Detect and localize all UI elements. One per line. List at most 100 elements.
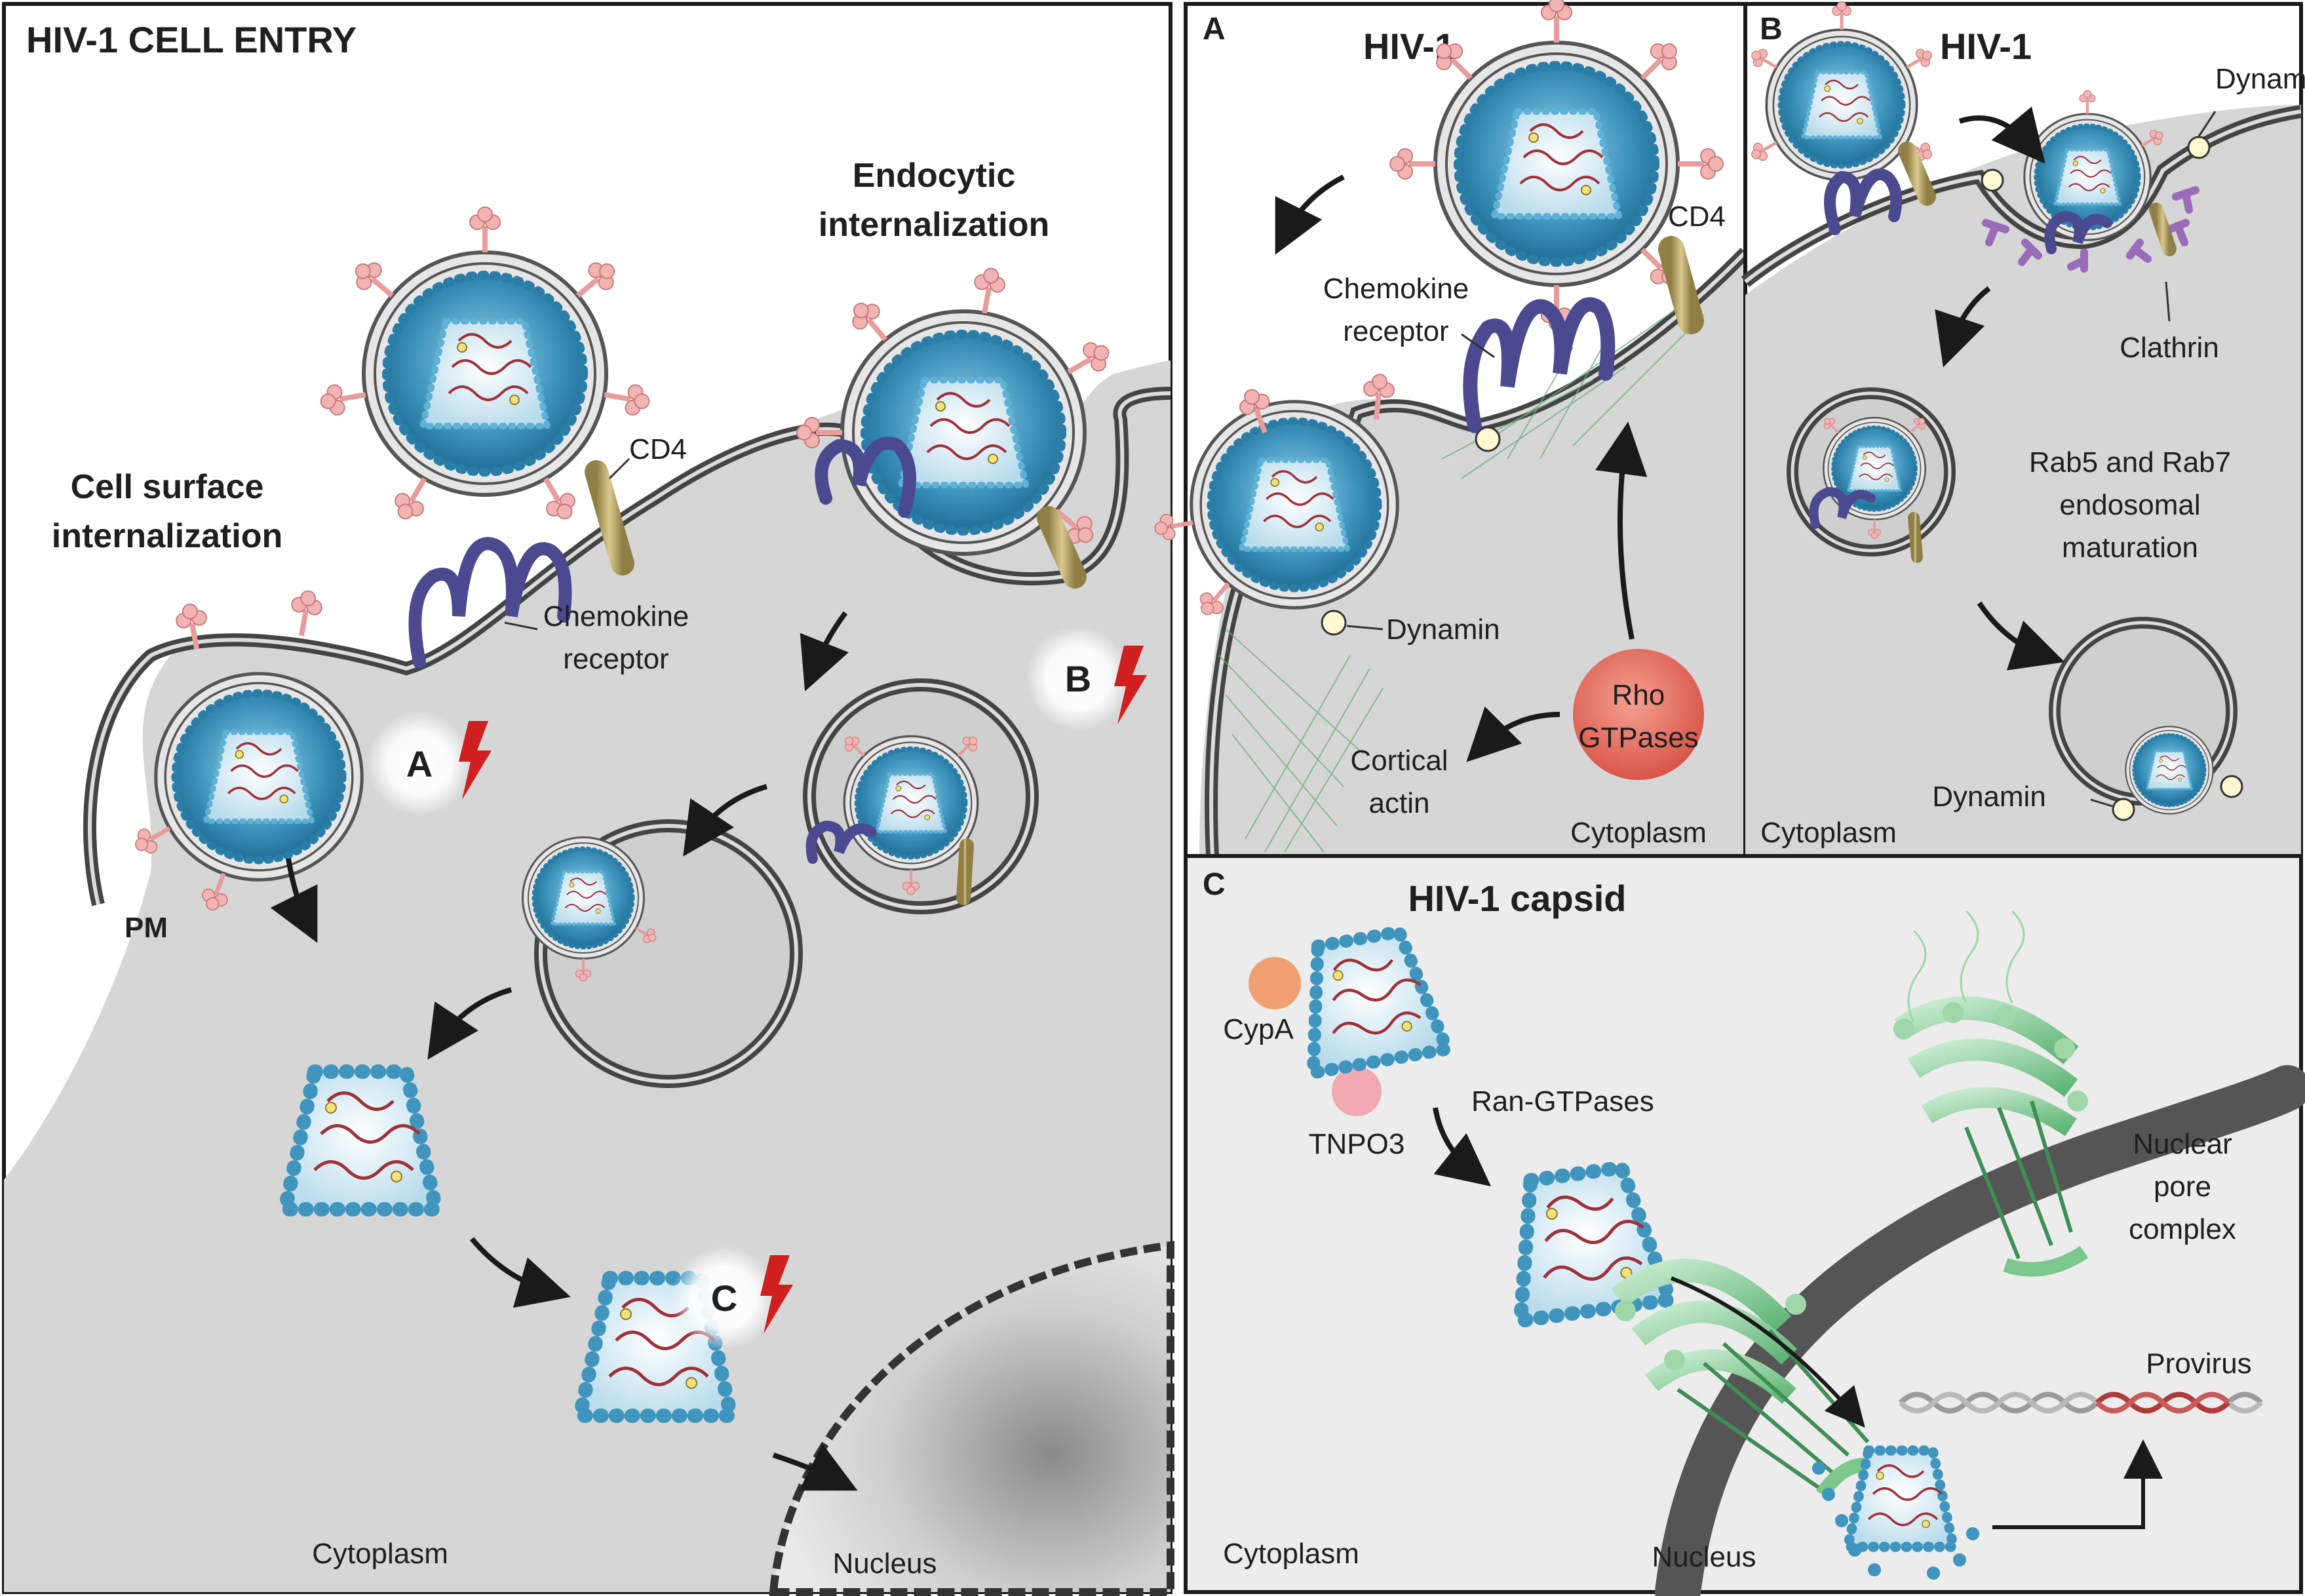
main-capsid-1: [285, 1072, 436, 1209]
main-marker-c: C: [672, 1245, 793, 1350]
main-title: HIV-1 CELL ENTRY: [26, 19, 357, 60]
main-endocytic-cd4: [1037, 506, 1087, 589]
panel-a-dynamin-label: Dynamin: [1386, 613, 1500, 646]
endocytic-label-line1: Endocytic: [853, 157, 1016, 195]
main-arrow-5: [683, 784, 768, 857]
main-cd4-rod: [585, 460, 634, 575]
panel-b-rab-label-line2: endosomal: [2059, 489, 2200, 521]
panel-a-chemokine-leader: [1461, 333, 1495, 359]
panel-a-chemokine-label-line2: receptor: [1343, 315, 1448, 347]
panel-c-dna: [1899, 1392, 2263, 1414]
panel-c-capsid-fragments: [1812, 1462, 1979, 1580]
panel-a-dynamin-dot: [1321, 610, 1347, 636]
main-arrow-6: [427, 987, 513, 1060]
panel-a-cortical-label-line1: Cortical: [1350, 745, 1448, 777]
panel-c-arrow-ran: [1433, 1107, 1491, 1186]
main-arrow-4: [800, 611, 849, 691]
panel-a-letter: A: [1203, 12, 1226, 47]
panel-a-cd4-rod: [1658, 236, 1704, 334]
main-chemokine-receptor: [408, 537, 572, 669]
panel-a-chemokine-receptor: [1463, 297, 1616, 433]
panel-b-dynamin-top-leader: [2198, 111, 2217, 137]
svg-text:GTPases: GTPases: [1578, 722, 1698, 754]
panel-c-ran-label: Ran-GTPases: [1471, 1085, 1654, 1118]
panel-b-clathrin: [1982, 186, 2199, 273]
panel-c-provirus-label: Provirus: [2146, 1348, 2251, 1380]
panel-c-nucleus-label: Nucleus: [1652, 1541, 1756, 1573]
panel-a-cortical-actin: [1218, 307, 1705, 853]
main-nucleus-label: Nucleus: [833, 1547, 937, 1580]
panel-b-arrow-1: [1958, 106, 2045, 164]
main-chemokine-label-line2: receptor: [563, 643, 668, 675]
panel-a-arrow-up: [1595, 421, 1648, 640]
panel-c-title: HIV-1 capsid: [1408, 878, 1626, 919]
cell-surface-label-line1: Cell surface: [71, 468, 264, 506]
main-panel: HIV-1 CELL ENTRY Cell surface internaliz…: [2, 2, 1174, 1596]
panel-b-receptor-pit: [2044, 210, 2112, 254]
main-arrow-3: [772, 1443, 858, 1491]
panel-c-arrow-integration: [1992, 1439, 2163, 1529]
panel-b-receptor-top: [1824, 168, 1903, 235]
panel-c-letter: C: [1203, 867, 1226, 902]
panel-c: C HIV-1 capsid CypA TNPO3 Ran-GTPases: [1184, 854, 2305, 1596]
svg-text:Rho: Rho: [1612, 679, 1665, 711]
panel-c-cypa-label: CypA: [1223, 1013, 1294, 1045]
panel-b-dynamin-top-label: Dynamin: [2215, 63, 2305, 95]
main-arrow-1: [270, 858, 318, 943]
panel-a-dynamin-leader: [1346, 625, 1384, 631]
main-cd4-leader: [608, 457, 630, 480]
panel-b-dynamin-dot-left: [1981, 168, 2004, 192]
main-pm-label: PM: [125, 912, 168, 944]
panel-b-arrow-2: [1935, 286, 1991, 368]
main-arrow-2: [469, 1237, 571, 1308]
panel-b-title: HIV-1: [1940, 26, 2032, 67]
panel-a-cd4-label: CD4: [1668, 201, 1726, 233]
panel-c-npc-upper: [1893, 910, 2089, 1277]
panel-c-arrow-through-pore: [1670, 1276, 1865, 1428]
panel-a-chemokine-label-line1: Chemokine: [1323, 273, 1469, 305]
panel-b-cd4-top: [1898, 142, 1936, 206]
panel-c-capsid-uncoating: [1848, 1450, 1954, 1547]
panel-c-npc-label-line3: complex: [2129, 1213, 2236, 1245]
panel-c-nuclear-envelope: [1655, 1065, 2305, 1596]
panel-a-cortical-label-line2: actin: [1369, 787, 1430, 819]
panel-b-clathrin-label: Clathrin: [2120, 332, 2219, 364]
main-chemokine-leader: [504, 621, 538, 631]
panel-c-cypa-dot: [1249, 957, 1301, 1009]
endocytic-label-line2: internalization: [819, 206, 1049, 244]
main-endosome-large: [803, 678, 1039, 914]
panel-b-letter: B: [1760, 12, 1783, 47]
svg-text:A: A: [406, 743, 433, 785]
panel-c-cytoplasm-label: Cytoplasm: [1223, 1538, 1359, 1570]
panel-c-tnpo3-dot: [1332, 1066, 1382, 1116]
main-marker-b: B: [1026, 626, 1147, 731]
panel-b-dynamin-dot-right: [2187, 136, 2211, 159]
panel-c-tnpo3-label: TNPO3: [1309, 1128, 1405, 1160]
panel-b-cytoplasm-label: Cytoplasm: [1760, 817, 1897, 849]
main-marker-a: A: [367, 711, 492, 816]
svg-text:B: B: [1065, 658, 1091, 699]
main-membrane-inner-line: [87, 391, 1171, 905]
main-chemokine-label-line1: Chemokine: [543, 600, 689, 633]
svg-text:C: C: [711, 1277, 737, 1319]
panel-a: A HIV-1 CD4 Chemokine receptor: [1153, 0, 1751, 858]
panel-a-dynamin-top-dot: [1475, 426, 1501, 452]
main-nucleus: [769, 1241, 1174, 1596]
cell-surface-label-line2: internalization: [52, 517, 282, 555]
panel-b-dynamin-bottom-label: Dynamin: [1932, 781, 2046, 813]
panel-b-endosome-2: [2049, 617, 2243, 821]
panel-a-rho-gtpases: Rho GTPases: [1573, 649, 1704, 780]
main-endocytic-receptor: [815, 437, 916, 518]
panel-a-arrow-left: [1466, 706, 1560, 762]
panel-c-npc-label-line1: Nuclear: [2133, 1128, 2232, 1160]
panel-b-clathrin-leader: [2165, 281, 2171, 322]
panel-b-arrow-3: [1977, 601, 2065, 671]
panel-b-rab-label-line1: Rab5 and Rab7: [2029, 446, 2231, 478]
panel-b-dynamin-bottom-leader: [2090, 798, 2113, 808]
panel-a-cytoplasm-label: Cytoplasm: [1570, 817, 1707, 849]
panel-c-npc-lower: [1611, 1258, 1884, 1499]
panel-b-cd4-pit: [2149, 203, 2177, 256]
main-cytoplasm-label: Cytoplasm: [312, 1538, 448, 1570]
panel-b: B HIV-1 Dynam: [1741, 2, 2305, 858]
